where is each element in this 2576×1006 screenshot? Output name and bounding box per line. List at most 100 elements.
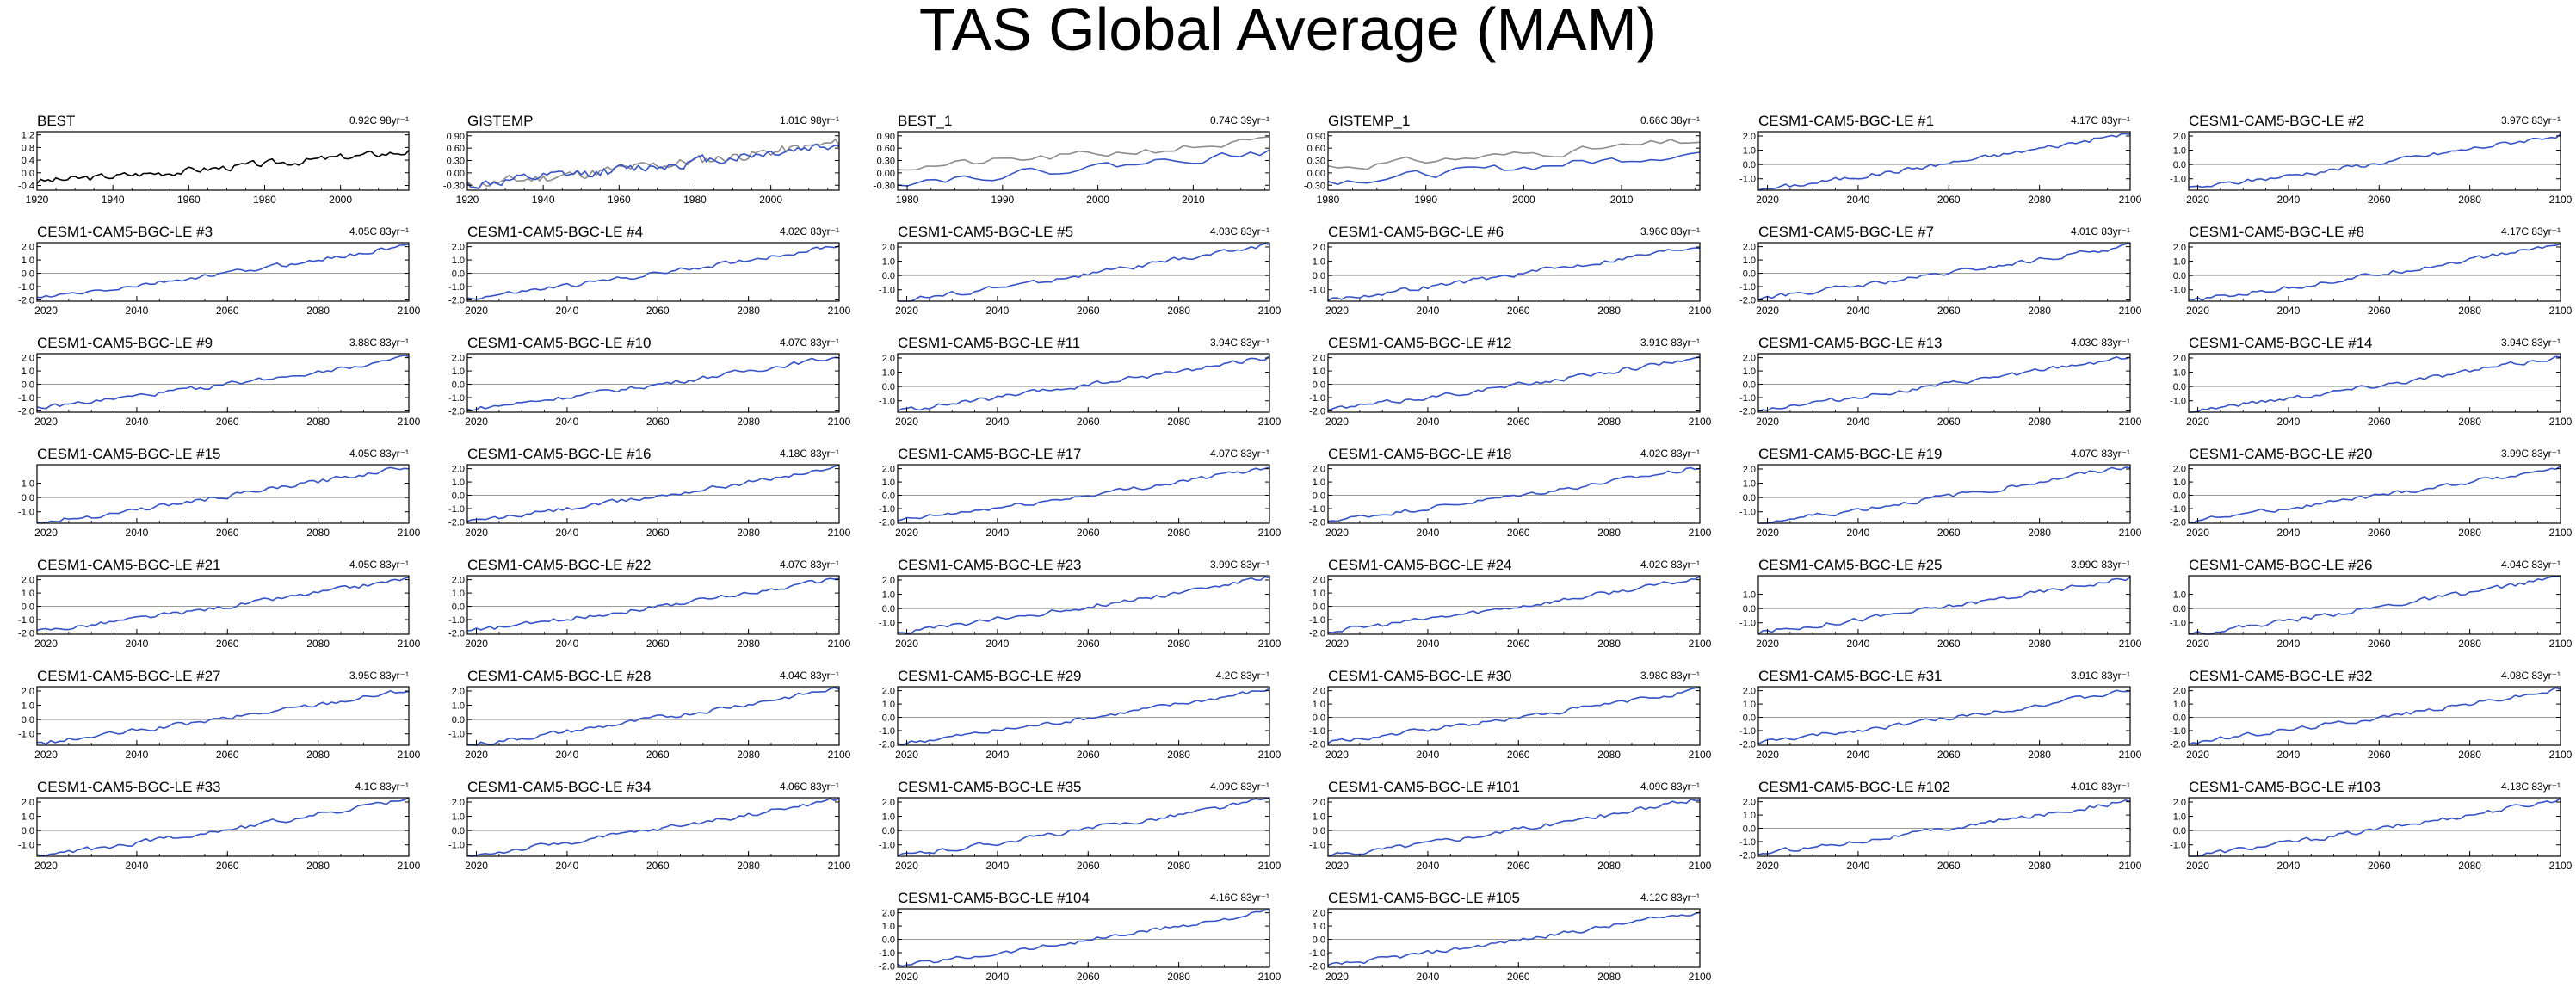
panel-trend: 0.74C 39yr⁻¹ — [1210, 114, 1269, 127]
x-tick-label: 2100 — [1689, 527, 1712, 539]
panel-trend: 4.05C 83yr⁻¹ — [349, 225, 409, 238]
y-tick-label: 2.0 — [1313, 909, 1325, 919]
panel-title: CESM1-CAM5-BGC-LE #102 — [1758, 779, 1950, 795]
series-line — [1757, 133, 2131, 191]
y-tick-label: 2.0 — [2173, 243, 2186, 253]
x-tick-label: 2060 — [2368, 416, 2391, 428]
panel-trend: 4.07C 83yr⁻¹ — [1210, 447, 1269, 460]
x-tick-label: 2080 — [2028, 194, 2051, 206]
y-tick-label: 0.0 — [2173, 271, 2186, 281]
y-tick-label: 1.0 — [1743, 256, 1756, 266]
plot-frame — [1327, 353, 1701, 413]
plot-frame — [1327, 575, 1701, 635]
x-tick-label: 1980 — [683, 194, 707, 206]
panel-title: CESM1-CAM5-BGC-LE #30 — [1328, 668, 1512, 684]
panel-trend: 4.09C 83yr⁻¹ — [1210, 781, 1269, 793]
panel-cesm1-cam5-bgc-le-25: CESM1-CAM5-BGC-LE #25 3.99C 83yr⁻¹ -1.0 0.0… — [1739, 557, 2142, 650]
panel-trend: 3.94C 83yr⁻¹ — [2501, 336, 2561, 349]
series-line — [1758, 466, 2131, 524]
panel-cesm1-cam5-bgc-le-23: CESM1-CAM5-BGC-LE #23 3.99C 83yr⁻¹ -1.0 0.0… — [879, 557, 1282, 650]
x-tick-label: 2040 — [126, 638, 149, 650]
x-tick-label: 2060 — [646, 860, 670, 872]
panel-title: CESM1-CAM5-BGC-LE #14 — [2189, 335, 2373, 351]
x-tick-label: 2080 — [2458, 860, 2481, 872]
x-tick-label: 2100 — [1258, 416, 1282, 428]
y-tick-label: -1.0 — [2170, 619, 2186, 629]
x-tick-label: 2040 — [126, 749, 149, 761]
y-tick-label: 2.0 — [1743, 243, 1756, 253]
panel-trend: 4.03C 83yr⁻¹ — [1210, 225, 1269, 238]
x-tick-label: 2060 — [2368, 305, 2391, 317]
y-tick-label: 0.0 — [22, 169, 34, 179]
y-tick-label: 2.0 — [1743, 798, 1756, 808]
x-tick-label: 2080 — [2458, 749, 2481, 761]
x-tick-label: 2100 — [2549, 416, 2573, 428]
series-line — [466, 687, 840, 746]
panel-trend: 4.04C 83yr⁻¹ — [780, 670, 839, 682]
x-tick-label: 2000 — [1086, 194, 1109, 206]
panel-cesm1-cam5-bgc-le-6: CESM1-CAM5-BGC-LE #6 3.96C 83yr⁻¹ -1.0 0.0 1… — [1309, 224, 1712, 317]
x-tick-label: 2060 — [1077, 527, 1100, 539]
plot-frame — [466, 131, 840, 191]
x-tick-label: 2020 — [1325, 416, 1349, 428]
x-tick-label: 2040 — [2277, 305, 2301, 317]
y-tick-label: 2.0 — [1313, 243, 1325, 253]
panel-title: CESM1-CAM5-BGC-LE #22 — [467, 557, 652, 573]
panel-cesm1-cam5-bgc-le-10: CESM1-CAM5-BGC-LE #10 4.07C 83yr⁻¹ -2.0 -1.… — [448, 335, 851, 428]
x-tick-label: 2080 — [1597, 971, 1621, 983]
plot-frame — [897, 686, 1270, 746]
panel-trend: 4.09C 83yr⁻¹ — [1640, 781, 1700, 793]
x-tick-label: 2020 — [1756, 527, 1779, 539]
x-tick-label: 2020 — [1325, 749, 1349, 761]
panel-trend: 4.08C 83yr⁻¹ — [2501, 670, 2561, 682]
plot-frame — [466, 464, 840, 524]
y-tick-label: 2.0 — [452, 465, 465, 475]
x-tick-label: 2100 — [2119, 194, 2142, 206]
x-tick-label: 2100 — [398, 638, 421, 650]
panel-title: CESM1-CAM5-BGC-LE #104 — [898, 890, 1090, 906]
y-tick-label: 0.0 — [22, 380, 34, 391]
x-tick-label: 1990 — [1414, 194, 1437, 206]
panel-title: CESM1-CAM5-BGC-LE #13 — [1758, 335, 1943, 351]
y-tick-label: 0.0 — [1313, 935, 1325, 946]
panel-trend: 4.05C 83yr⁻¹ — [349, 559, 409, 571]
panel-title: CESM1-CAM5-BGC-LE #3 — [37, 224, 213, 240]
plot-frame — [2188, 353, 2561, 413]
x-tick-label: 2080 — [2458, 194, 2481, 206]
series-line — [36, 466, 410, 524]
y-tick-label: 1.0 — [452, 812, 465, 823]
series-line — [1327, 139, 1701, 170]
panel-trend: 4.07C 83yr⁻¹ — [780, 559, 839, 571]
panel-trend: 3.91C 83yr⁻¹ — [1640, 336, 1700, 349]
y-tick-label: -1.0 — [448, 282, 465, 293]
panel-cesm1-cam5-bgc-le-28: CESM1-CAM5-BGC-LE #28 4.04C 83yr⁻¹ -1.0 0.0… — [448, 668, 851, 761]
y-tick-label: 1.0 — [22, 812, 34, 823]
x-tick-label: 2080 — [2028, 638, 2051, 650]
x-tick-label: 2080 — [1597, 749, 1621, 761]
series-line — [466, 577, 840, 632]
panel-cesm1-cam5-bgc-le-1: CESM1-CAM5-BGC-LE #1 4.17C 83yr⁻¹ -1.0 0.0 1… — [1739, 113, 2142, 206]
x-tick-label: 2060 — [2368, 527, 2391, 539]
y-tick-label: 0.0 — [1743, 713, 1756, 724]
x-tick-label: 2040 — [1847, 305, 1870, 317]
x-tick-label: 2100 — [2549, 749, 2573, 761]
y-tick-label: 0.90 — [877, 132, 895, 142]
y-tick-label: 1.0 — [1313, 589, 1325, 599]
series-line — [897, 576, 1270, 634]
panel-cesm1-cam5-bgc-le-14: CESM1-CAM5-BGC-LE #14 3.94C 83yr⁻¹ -1.0 0.0… — [2170, 335, 2573, 428]
panel-trend: 3.96C 83yr⁻¹ — [1640, 225, 1700, 238]
x-tick-label: 2020 — [2186, 194, 2209, 206]
x-tick-label: 2060 — [216, 638, 239, 650]
panel-trend: 4.18C 83yr⁻¹ — [780, 447, 839, 460]
series-line — [2189, 355, 2561, 413]
y-tick-label: -1.0 — [18, 508, 34, 518]
x-tick-label: 2020 — [1756, 416, 1779, 428]
plot-frame — [1757, 353, 2131, 413]
x-tick-label: 2040 — [986, 860, 1010, 872]
y-tick-label: 2.0 — [22, 243, 34, 253]
series-line — [466, 245, 840, 300]
y-tick-label: 1.0 — [1743, 146, 1756, 157]
x-tick-label: 2040 — [556, 749, 579, 761]
panel-gistemp: GISTEMP 1.01C 98yr⁻¹ -0.30 0.00 0.30 0.60 0.90… — [443, 113, 840, 206]
series-line — [2189, 798, 2561, 857]
